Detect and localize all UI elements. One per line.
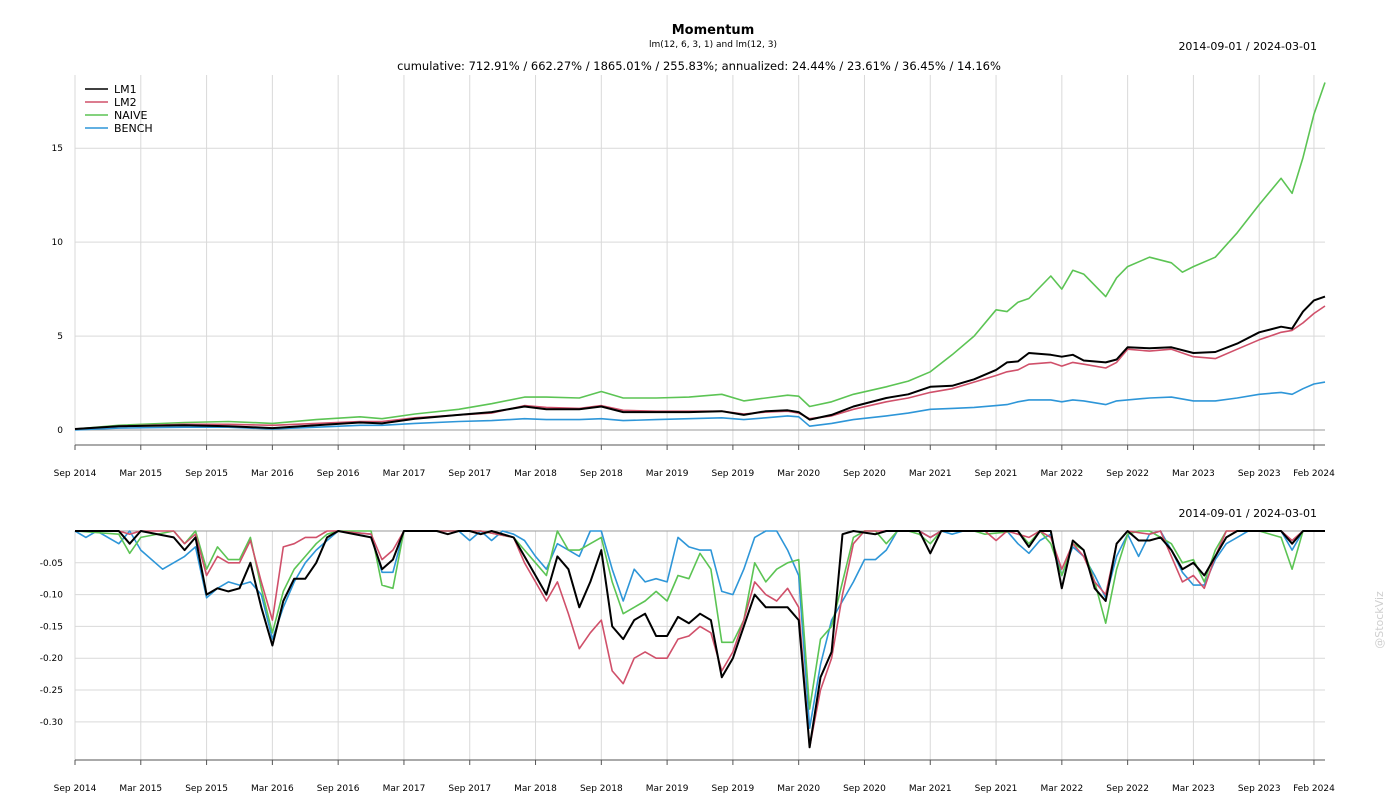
- bottom-series-naive: [74, 530, 1325, 710]
- bottom-x-tick-label: Sep 2016: [317, 784, 360, 794]
- legend-label-lm1: LM1: [114, 83, 137, 96]
- top-x-tick-label: Mar 2017: [383, 469, 426, 479]
- top-x-tick-label: Feb 2024: [1293, 469, 1335, 479]
- top-x-tick-labels: Sep 2014 Mar 2015 Sep 2015 Mar 2016 Sep 2016…: [54, 469, 1335, 479]
- top-y-tick-labels: 0 5 10 15: [52, 144, 64, 436]
- bottom-y-tick-labels: -0.05 -0.10 -0.15 -0.20 -0.25 -0.30: [40, 559, 64, 728]
- bottom-x-tick-label: Feb 2024: [1293, 784, 1335, 794]
- legend-label-naive: NAIVE: [114, 109, 148, 122]
- bottom-x-tick-label: Sep 2022: [1106, 784, 1149, 794]
- top-x-tick-label: Sep 2020: [843, 469, 886, 479]
- top-x-tick-label: Mar 2021: [909, 469, 952, 479]
- bottom-x-tick-label: Sep 2023: [1238, 784, 1281, 794]
- top-y-tick-label: 5: [57, 332, 63, 342]
- top-series-bench: [74, 381, 1326, 431]
- top-x-tick-label: Sep 2014: [54, 469, 97, 479]
- bottom-series-bench: [74, 530, 1325, 729]
- top-x-tick-label: Sep 2015: [185, 469, 228, 479]
- top-x-tick-label: Sep 2022: [1106, 469, 1149, 479]
- bottom-y-tick-label: -0.30: [40, 718, 64, 728]
- bottom-y-tick-label: -0.10: [40, 591, 64, 601]
- top-series-naive: [74, 82, 1326, 430]
- legend-label-bench: BENCH: [114, 122, 153, 135]
- returns-summary: cumulative: 712.91% / 662.27% / 1865.01%…: [397, 59, 1001, 73]
- bottom-x-tick-label: Sep 2021: [975, 784, 1018, 794]
- bottom-x-tick-label: Mar 2023: [1172, 784, 1215, 794]
- watermark: @StockViz: [1373, 591, 1386, 649]
- top-y-tick-label: 0: [57, 426, 63, 436]
- top-x-tick-label: Sep 2018: [580, 469, 623, 479]
- bottom-y-tick-label: -0.05: [40, 559, 63, 569]
- bottom-x-tick-label: Mar 2017: [383, 784, 426, 794]
- legend-label-lm2: LM2: [114, 96, 137, 109]
- bottom-x-tick-label: Mar 2019: [646, 784, 689, 794]
- top-x-tick-label: Sep 2019: [712, 469, 755, 479]
- bottom-x-tick-labels: Sep 2014 Mar 2015 Sep 2015 Mar 2016 Sep 2016…: [54, 784, 1335, 794]
- bottom-x-tick-label: Sep 2019: [712, 784, 755, 794]
- top-x-tick-label: Mar 2019: [646, 469, 689, 479]
- top-y-tick-label: 15: [52, 144, 63, 154]
- date-range-bottom: 2014-09-01 / 2024-03-01: [1178, 507, 1317, 520]
- top-axis: [74, 444, 1325, 450]
- top-x-tick-label: Sep 2017: [448, 469, 491, 479]
- bottom-x-tick-label: Mar 2018: [514, 784, 557, 794]
- drawdown-panel: Sep 2014 Mar 2015 Sep 2015 Mar 2016 Sep 2016…: [40, 530, 1335, 794]
- top-x-tick-label: Sep 2016: [317, 469, 360, 479]
- top-x-tick-label: Mar 2015: [119, 469, 162, 479]
- top-x-tick-label: Mar 2023: [1172, 469, 1215, 479]
- bottom-y-tick-label: -0.25: [40, 686, 63, 696]
- top-x-tick-label: Mar 2022: [1040, 469, 1083, 479]
- bottom-x-tick-label: Mar 2016: [251, 784, 294, 794]
- top-series-lm1: [74, 295, 1326, 430]
- bottom-x-tick-label: Mar 2020: [777, 784, 820, 794]
- date-range-top: 2014-09-01 / 2024-03-01: [1178, 40, 1317, 53]
- top-x-tick-label: Sep 2021: [975, 469, 1018, 479]
- bottom-axis: [74, 759, 1325, 765]
- bottom-x-tick-label: Sep 2017: [448, 784, 491, 794]
- bottom-x-tick-label: Mar 2015: [119, 784, 162, 794]
- bottom-x-tick-label: Mar 2022: [1040, 784, 1083, 794]
- top-x-tick-label: Sep 2023: [1238, 469, 1281, 479]
- bottom-series-lines: [74, 530, 1325, 749]
- bottom-x-tick-label: Sep 2014: [54, 784, 97, 794]
- bottom-x-tick-label: Mar 2021: [909, 784, 952, 794]
- bottom-grid: [74, 530, 1325, 760]
- bottom-y-tick-label: -0.15: [40, 622, 63, 632]
- top-series-lines: [74, 82, 1326, 431]
- top-series-lm2: [74, 305, 1326, 430]
- bottom-x-tick-label: Sep 2020: [843, 784, 886, 794]
- cumulative-returns-panel: Sep 2014 Mar 2015 Sep 2015 Mar 2016 Sep 2016…: [52, 75, 1335, 479]
- top-x-tick-label: Mar 2016: [251, 469, 294, 479]
- bottom-x-tick-label: Sep 2015: [185, 784, 228, 794]
- top-x-tick-label: Mar 2018: [514, 469, 557, 479]
- bottom-series-lm2: [75, 530, 1325, 749]
- bottom-x-tick-label: Sep 2018: [580, 784, 623, 794]
- bottom-y-tick-label: -0.20: [40, 654, 64, 664]
- top-y-tick-label: 10: [52, 238, 64, 248]
- bottom-series-lm1: [75, 530, 1325, 749]
- chart-subtitle: lm(12, 6, 3, 1) and lm(12, 3): [649, 40, 777, 50]
- top-x-tick-label: Mar 2020: [777, 469, 820, 479]
- chart-title: Momentum: [672, 23, 755, 38]
- top-grid: [74, 75, 1325, 445]
